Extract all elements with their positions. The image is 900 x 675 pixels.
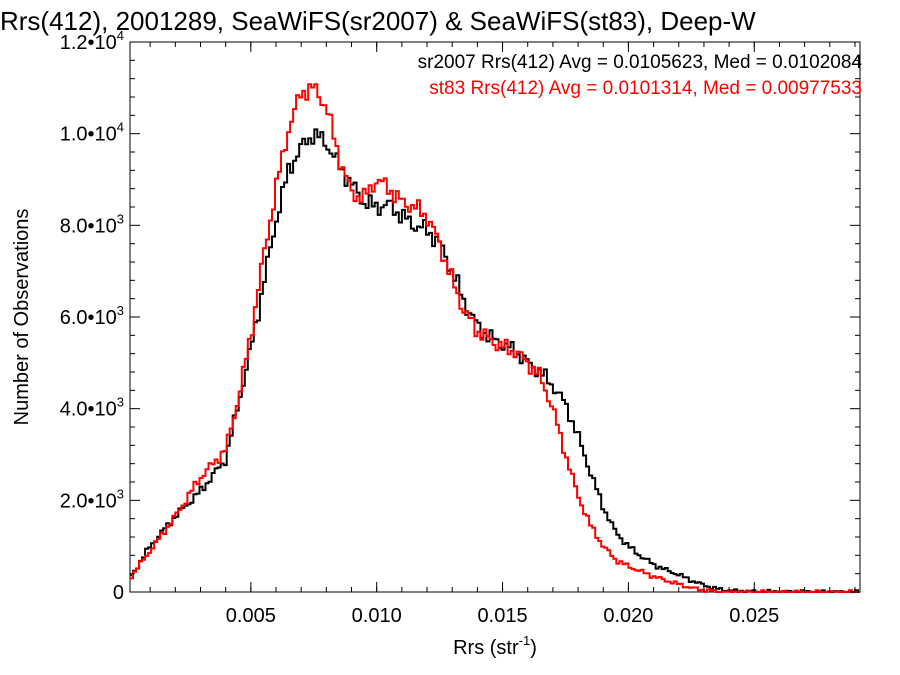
legend-entry-sr2007: sr2007 Rrs(412) Avg = 0.0105623, Med = 0… [418, 52, 863, 73]
y-tick-label: 2.0•103 [60, 486, 124, 512]
chart-title: Rrs(412), 2001289, SeaWiFS(sr2007) & Sea… [0, 6, 756, 36]
x-tick-label: 0.005 [226, 605, 276, 627]
y-tick-label: 0 [113, 582, 124, 604]
y-tick-label: 1.0•104 [60, 120, 124, 146]
x-axis: 0.005 0.010 0.015 0.020 0.025 [149, 42, 856, 627]
y-tick-label: 1.2•104 [60, 28, 124, 54]
x-axis-label-main: Rrs (str [453, 637, 519, 659]
y-tick-label: 8.0•103 [60, 211, 124, 237]
series-line-sr2007 [130, 128, 860, 593]
x-axis-label-suffix: ) [530, 637, 537, 659]
y-axis-label: Number of Observations [11, 209, 33, 426]
legend: sr2007 Rrs(412) Avg = 0.0105623, Med = 0… [418, 52, 863, 99]
y-tick-label: 4.0•103 [60, 395, 124, 421]
x-axis-label: Rrs (str-1) [453, 633, 537, 659]
y-tick-label: 6.0•103 [60, 303, 124, 329]
series-line-st83 [130, 83, 860, 593]
x-tick-label: 0.020 [603, 605, 653, 627]
y-axis: 0 2.0•103 4.0•103 6.0•103 8.0•103 1.0•104 1.2•… [60, 28, 860, 604]
plot-area [130, 83, 860, 593]
x-tick-label: 0.015 [478, 605, 528, 627]
x-axis-label-superscript: -1 [519, 633, 531, 648]
x-tick-label: 0.010 [352, 605, 402, 627]
x-tick-label: 0.025 [729, 605, 779, 627]
plot-area-frame [129, 41, 861, 593]
legend-entry-st83: st83 Rrs(412) Avg = 0.0101314, Med = 0.0… [429, 78, 862, 99]
